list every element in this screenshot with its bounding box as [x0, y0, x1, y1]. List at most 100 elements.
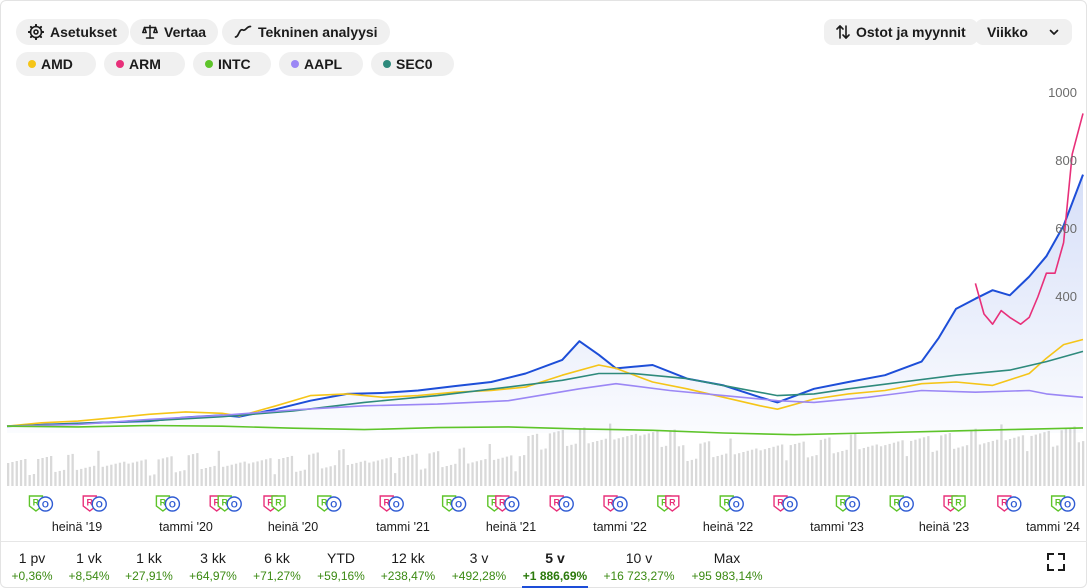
volume-bar	[183, 470, 186, 486]
period-button[interactable]: 5 v +1 886,69%	[522, 542, 588, 588]
volume-bar	[406, 455, 410, 486]
ticker-chip-sec0[interactable]: SEC0	[371, 52, 454, 76]
technical-analysis-button[interactable]: Tekninen analyysi	[222, 19, 390, 45]
volume-bar	[523, 455, 526, 486]
fullscreen-icon[interactable]	[1047, 553, 1065, 571]
volume-bar	[750, 449, 754, 486]
period-change: +8,54%	[68, 569, 110, 583]
technical-analysis-label: Tekninen analyysi	[258, 24, 378, 40]
ticker-label: SEC0	[396, 56, 433, 72]
period-button[interactable]: Max +95 983,14%	[691, 542, 763, 588]
period-button[interactable]: 1 kk +27,91%	[113, 542, 185, 588]
volume-bar	[746, 450, 749, 486]
trades-button[interactable]: Ostot ja myynnit	[824, 19, 978, 45]
volume-bar	[101, 466, 104, 486]
ticker-chip-amd[interactable]: AMD	[16, 52, 96, 76]
volume-bar	[918, 438, 921, 486]
volume-bar	[587, 443, 590, 486]
y-tick-label: 800	[1055, 153, 1077, 168]
period-button[interactable]: 10 v +16 723,27%	[603, 542, 675, 588]
volume-bar	[892, 442, 896, 486]
event-letter: R	[499, 498, 506, 508]
volume-bar	[93, 465, 96, 486]
event-letter: R	[661, 498, 668, 508]
volume-bar	[703, 442, 706, 486]
period-label: YTD	[327, 550, 355, 566]
volume-bar	[656, 431, 659, 486]
y-tick-label: 600	[1055, 221, 1077, 236]
x-tick-label: heinä '23	[919, 520, 969, 534]
series-line	[6, 338, 1084, 427]
event-letter: R	[275, 498, 282, 508]
settings-button[interactable]: Asetukset	[16, 19, 129, 45]
volume-bar	[467, 463, 470, 486]
period-label: 1 kk	[136, 550, 162, 566]
volume-bar	[922, 437, 926, 486]
period-button[interactable]: 1 vk +8,54%	[53, 542, 125, 588]
volume-bar	[24, 459, 27, 486]
compare-button[interactable]: Vertaa	[130, 19, 219, 45]
x-tick-label: tammi '21	[376, 520, 430, 534]
dividend-circle-icon	[226, 496, 242, 512]
dividend-circle-icon	[1059, 496, 1076, 512]
volume-bar	[527, 436, 530, 486]
volume-bar	[643, 434, 646, 486]
ticker-chip-intc[interactable]: INTC	[193, 52, 271, 76]
volume-bar	[845, 449, 848, 486]
x-tick-label: heinä '22	[703, 520, 753, 534]
settings-label: Asetukset	[50, 24, 117, 40]
volume-bar	[802, 441, 805, 486]
period-button[interactable]: 3 v +492,28%	[443, 542, 515, 588]
period-button[interactable]: 12 kk +238,47%	[372, 542, 444, 588]
period-button[interactable]: 1 pv +0,36%	[0, 542, 68, 588]
dividend-circle-icon	[612, 496, 628, 512]
x-tick-label: heinä '19	[52, 520, 102, 534]
ticker-chip-aapl[interactable]: AAPL	[279, 52, 363, 76]
volume-bar	[329, 466, 332, 486]
volume-bar	[333, 465, 337, 486]
volume-bar	[200, 469, 203, 486]
event-letter: R	[947, 498, 954, 508]
volume-bar	[583, 427, 586, 486]
volume-bar	[561, 430, 564, 486]
volume-bar	[269, 458, 272, 486]
volume-bar	[179, 471, 182, 486]
volume-bar	[359, 461, 362, 486]
volume-bar	[1056, 445, 1059, 486]
volume-bar	[1051, 446, 1055, 486]
period-change: +238,47%	[380, 569, 436, 583]
volume-bar	[634, 433, 638, 486]
event-letter: R	[840, 498, 847, 508]
y-tick-label: 400	[1055, 289, 1077, 304]
volume-bar	[58, 470, 61, 486]
up-down-arrows-icon	[836, 25, 850, 39]
volume-bar	[991, 440, 994, 486]
period-button[interactable]: YTD +59,16%	[305, 542, 377, 588]
period-button[interactable]: 3 kk +64,97%	[177, 542, 249, 588]
period-button[interactable]: 6 kk +71,27%	[241, 542, 313, 588]
interval-select[interactable]: Viikko	[975, 19, 1072, 45]
volume-bar	[755, 448, 758, 486]
volume-bar	[948, 433, 951, 486]
ticker-chip-arm[interactable]: ARM	[104, 52, 185, 76]
